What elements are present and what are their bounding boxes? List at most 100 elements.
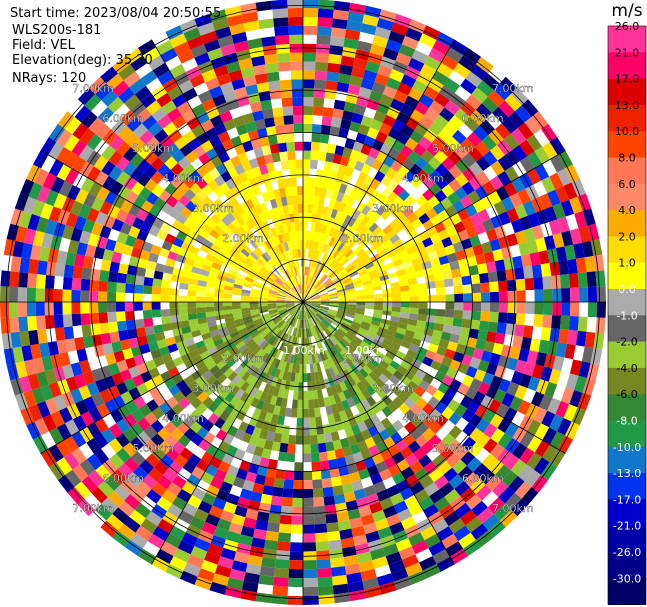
velocity-gate [88,510,107,528]
velocity-gate [372,313,383,319]
velocity-gate [249,386,259,398]
velocity-gate [223,285,234,291]
velocity-gate [296,302,303,309]
velocity-gate [340,474,352,486]
velocity-gate [74,373,87,389]
velocity-gate [239,330,249,338]
velocity-gate [412,510,428,525]
velocity-gate [226,444,238,457]
velocity-gate [56,339,68,354]
velocity-gate [180,385,193,398]
velocity-gate [219,363,231,374]
velocity-gate [501,392,515,408]
velocity-gate [284,407,292,418]
velocity-gate [461,408,475,423]
velocity-gate [404,409,417,422]
velocity-gate [294,302,303,305]
velocity-gate [64,419,80,436]
velocity-gate [498,486,515,504]
velocity-gate [344,407,354,419]
velocity-gate [133,354,145,366]
velocity-gate [314,407,322,418]
velocity-gate [375,460,388,473]
velocity-gate [492,480,509,498]
velocity-gate [250,309,260,314]
velocity-gate [398,317,409,325]
velocity-gate [490,443,505,459]
velocity-gate [370,320,381,327]
velocity-gate [333,318,343,325]
velocity-gate [462,310,473,320]
velocity-gate [303,302,310,309]
velocity-gate [148,367,161,379]
velocity-gate [563,404,578,422]
velocity-gate [289,345,294,355]
velocity-gate [267,296,277,300]
velocity-gate [118,329,129,341]
velocity-gate [281,361,287,371]
velocity-gate [111,340,123,353]
velocity-gate [162,468,178,483]
velocity-gate [382,505,398,519]
velocity-gate [179,368,191,380]
velocity-gate [560,315,570,330]
velocity-gate [568,316,579,331]
velocity-gate [161,316,171,325]
velocity-gate [287,586,303,597]
velocity-gate [310,317,316,327]
velocity-gate [377,526,393,540]
velocity-gate [369,324,380,331]
velocity-gate [116,447,131,463]
velocity-gate [336,341,345,351]
colorbar-tick-label: -30.0 [613,572,641,585]
velocity-gate [398,414,411,427]
velocity-gate [35,288,45,302]
velocity-gate [560,387,575,405]
velocity-gate [345,313,355,319]
velocity-gate [309,318,314,327]
velocity-gate [319,460,330,471]
velocity-gate [292,497,303,507]
velocity-gate [349,471,361,483]
velocity-gate [157,414,171,428]
velocity-gate [176,488,192,503]
velocity-gate [489,302,500,313]
velocity-gate [555,342,568,358]
velocity-gate [303,302,306,311]
velocity-gate [506,357,519,371]
velocity-gate [409,302,419,309]
velocity-gate [303,302,310,309]
velocity-gate [316,352,323,363]
velocity-gate [99,365,112,379]
velocity-gate [296,310,301,319]
velocity-gate [238,421,249,433]
velocity-gate [206,281,216,289]
velocity-gate [271,327,280,336]
velocity-gate [283,479,294,489]
velocity-gate [255,359,265,370]
velocity-gate [276,296,286,300]
velocity-gate [196,290,206,297]
velocity-gate [318,322,326,331]
velocity-gate [486,331,497,343]
velocity-gate [303,364,307,374]
velocity-gate [432,549,450,564]
velocity-gate [250,331,260,339]
velocity-gate [341,322,351,329]
velocity-gate [226,577,244,590]
velocity-gate [62,314,73,328]
velocity-gate [286,353,292,363]
velocity-gate [460,395,473,409]
velocity-gate [235,321,245,328]
velocity-gate [277,306,286,311]
velocity-gate [480,311,490,322]
velocity-gate [205,296,214,302]
velocity-gate [41,355,54,372]
velocity-gate [107,311,117,323]
velocity-gate [464,345,476,358]
velocity-gate [454,302,464,311]
velocity-gate [224,402,235,415]
velocity-gate [523,362,536,377]
velocity-gate [460,451,476,466]
velocity-gate [40,449,57,467]
